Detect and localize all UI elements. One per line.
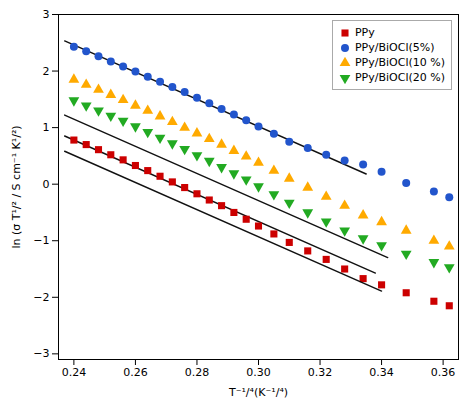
svg-text:2: 2: [43, 65, 50, 78]
svg-text:0.28: 0.28: [185, 366, 210, 379]
svg-text:0.30: 0.30: [246, 366, 271, 379]
svg-text:0.24: 0.24: [62, 366, 87, 379]
svg-text:0.36: 0.36: [431, 366, 456, 379]
svg-text:−1: −1: [33, 234, 49, 247]
svg-text:−3: −3: [33, 347, 49, 360]
html-text:PPy/BiOCl(5%): PPy/BiOCl(5%): [355, 41, 435, 54]
svg-text:ln (σ T¹/² / S cm⁻¹ K¹/²): ln (σ T¹/² / S cm⁻¹ K¹/²): [10, 125, 23, 248]
svg-text:0.26: 0.26: [123, 366, 148, 379]
svg-text:0: 0: [43, 178, 50, 191]
svg-text:T⁻¹/⁴(K⁻¹/⁴): T⁻¹/⁴(K⁻¹/⁴): [228, 386, 288, 399]
svg-text:0.34: 0.34: [369, 366, 394, 379]
html-text:PPy/BiOCl(10 %): PPy/BiOCl(10 %): [355, 56, 445, 69]
svg-text:0.32: 0.32: [308, 366, 333, 379]
svg-text:−2: −2: [33, 291, 49, 304]
html-text:PPy/BiOCl(20 %): PPy/BiOCl(20 %): [355, 71, 445, 84]
svg-text:3: 3: [43, 8, 50, 21]
svg-text:1: 1: [43, 121, 50, 134]
html-text:PPy: PPy: [355, 26, 375, 39]
